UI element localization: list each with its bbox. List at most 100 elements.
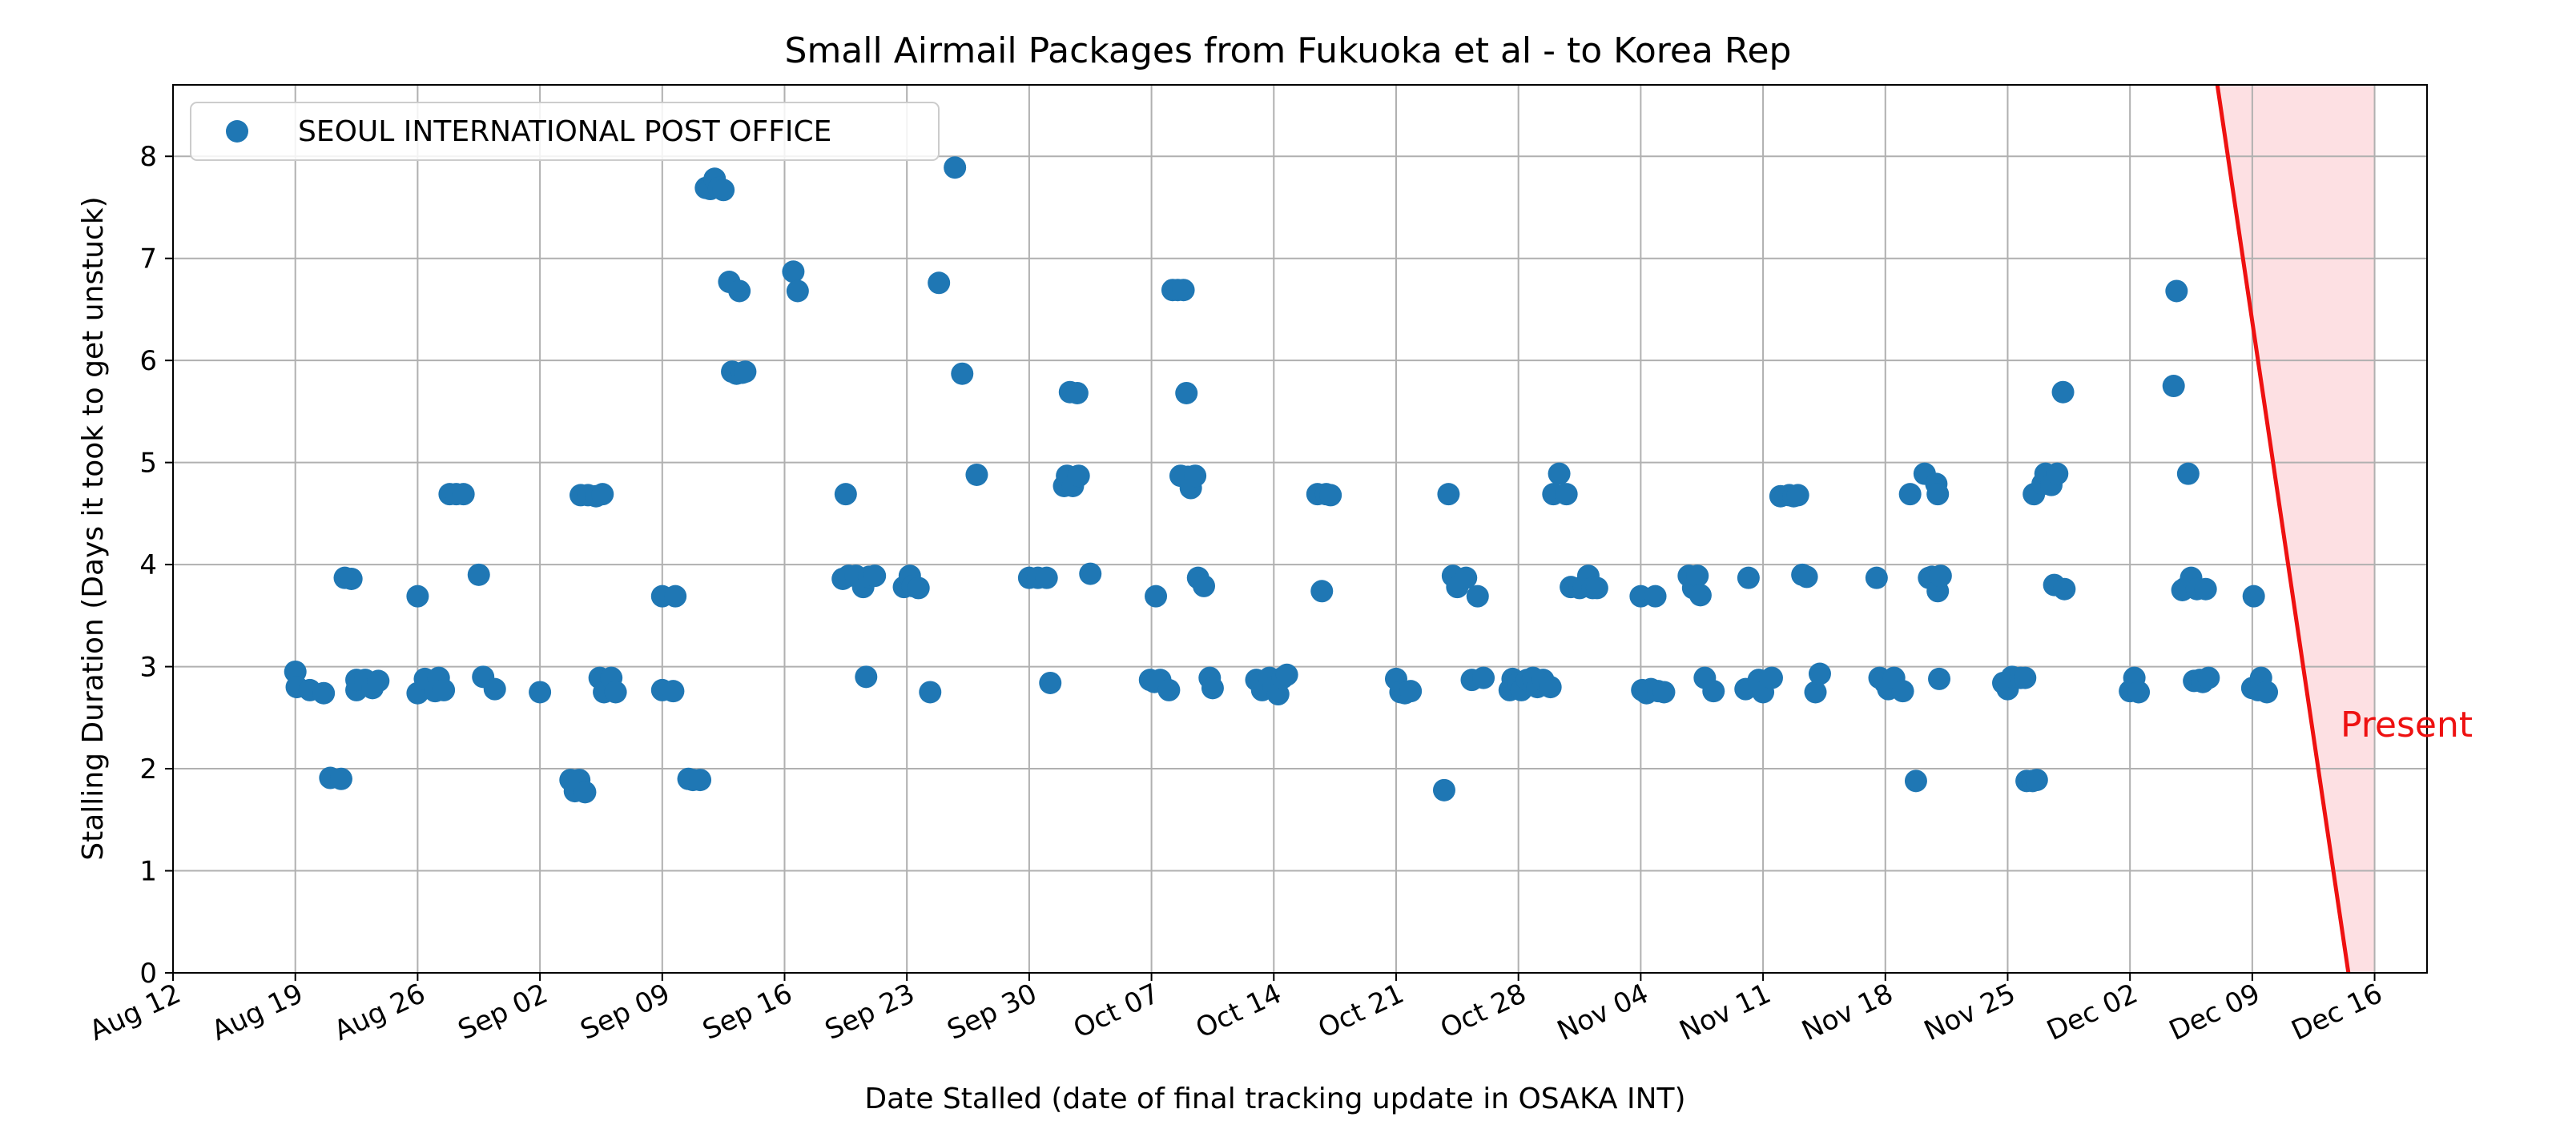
data-point bbox=[1548, 462, 1571, 485]
data-point bbox=[662, 680, 685, 703]
data-point bbox=[604, 681, 627, 704]
data-point bbox=[2165, 279, 2188, 303]
data-point bbox=[340, 567, 363, 590]
data-point bbox=[2194, 577, 2217, 601]
data-point bbox=[728, 279, 751, 303]
data-point bbox=[782, 260, 805, 283]
present-region bbox=[2217, 85, 2375, 973]
data-point bbox=[1310, 580, 1334, 603]
data-point bbox=[2256, 681, 2279, 704]
data-point bbox=[1904, 769, 1927, 793]
data-point bbox=[1702, 680, 1725, 703]
data-point bbox=[591, 483, 614, 506]
data-point bbox=[2053, 577, 2076, 601]
y-tick-label: 0 bbox=[139, 958, 157, 990]
data-point bbox=[1644, 585, 1667, 608]
data-point bbox=[1193, 574, 1216, 597]
y-tick-label: 3 bbox=[139, 652, 157, 684]
data-point bbox=[1795, 565, 1818, 589]
data-point bbox=[1466, 585, 1489, 608]
data-point bbox=[529, 681, 552, 704]
data-point bbox=[919, 681, 942, 704]
y-tick-label: 4 bbox=[139, 549, 157, 581]
data-point bbox=[1786, 484, 1809, 507]
data-point bbox=[312, 681, 336, 705]
data-point bbox=[863, 564, 887, 588]
data-point bbox=[2127, 681, 2151, 704]
y-axis-ticks: 0 1 2 3 4 5 6 7 8 bbox=[139, 141, 173, 990]
data-point bbox=[2242, 585, 2265, 608]
data-point bbox=[1891, 680, 1914, 703]
data-point bbox=[2014, 666, 2037, 689]
plot-frame bbox=[172, 84, 2428, 974]
data-point bbox=[1175, 381, 1198, 404]
legend-entry-label: SEOUL INTERNATIONAL POST OFFICE bbox=[298, 115, 831, 148]
data-point bbox=[2176, 462, 2200, 485]
data-point bbox=[786, 279, 809, 303]
data-point bbox=[1929, 564, 1952, 588]
data-point bbox=[1865, 566, 1888, 589]
data-point bbox=[574, 781, 597, 804]
data-point bbox=[2051, 380, 2075, 404]
data-point bbox=[1319, 484, 1342, 507]
data-point bbox=[1184, 464, 1207, 488]
data-point bbox=[944, 156, 967, 179]
data-point bbox=[1539, 676, 1562, 699]
y-tick-label: 1 bbox=[139, 856, 157, 888]
data-point bbox=[834, 483, 857, 506]
data-point bbox=[855, 665, 878, 689]
legend-marker bbox=[226, 120, 248, 143]
data-point bbox=[1737, 566, 1760, 589]
data-point bbox=[1145, 585, 1168, 608]
data-point bbox=[1926, 483, 1950, 506]
data-point bbox=[1760, 666, 1783, 689]
data-point bbox=[467, 563, 490, 586]
y-tick-label: 8 bbox=[139, 141, 157, 173]
data-point bbox=[406, 585, 429, 608]
data-point bbox=[367, 669, 390, 693]
data-point bbox=[1472, 666, 1495, 689]
data-point bbox=[329, 767, 352, 790]
y-tick-label: 5 bbox=[139, 448, 157, 480]
data-point bbox=[1652, 681, 1676, 704]
data-point bbox=[1928, 667, 1951, 690]
data-point bbox=[1039, 671, 1062, 694]
data-point bbox=[1455, 566, 1478, 589]
data-point bbox=[712, 179, 735, 202]
data-point bbox=[1585, 577, 1608, 600]
data-point bbox=[907, 577, 930, 600]
data-points-layer bbox=[284, 156, 2279, 804]
data-point bbox=[1067, 464, 1090, 488]
y-axis-label: Stalling Duration (Days it took to get u… bbox=[77, 196, 110, 860]
data-point bbox=[1432, 778, 1455, 802]
y-tick-label: 6 bbox=[139, 345, 157, 377]
data-point bbox=[2197, 666, 2220, 689]
data-point bbox=[1898, 483, 1922, 506]
data-point bbox=[1157, 678, 1181, 701]
data-point bbox=[2046, 462, 2069, 485]
data-point bbox=[1399, 680, 1423, 703]
data-point bbox=[1437, 483, 1460, 506]
present-line bbox=[2215, 84, 2351, 974]
chart-title: Small Airmail Packages from Fukuoka et a… bbox=[785, 30, 1792, 71]
data-point bbox=[1065, 381, 1089, 404]
data-point bbox=[1555, 483, 1578, 506]
x-axis-label: Date Stalled (date of final tracking upd… bbox=[864, 1083, 1685, 1115]
data-point bbox=[1079, 562, 1102, 585]
present-region-layer bbox=[2217, 85, 2375, 973]
data-point bbox=[1688, 584, 1712, 607]
data-point bbox=[1808, 662, 1831, 685]
legend-box bbox=[190, 102, 940, 161]
data-point bbox=[1201, 677, 1224, 700]
y-tick-label: 2 bbox=[139, 753, 157, 785]
data-point bbox=[734, 360, 757, 384]
data-point bbox=[452, 483, 475, 506]
data-point bbox=[1172, 279, 1195, 302]
present-label: Present bbox=[2341, 705, 2473, 745]
present-line-layer bbox=[2215, 84, 2351, 974]
data-point bbox=[1275, 663, 1298, 686]
legend: SEOUL INTERNATIONAL POST OFFICE bbox=[190, 102, 940, 161]
data-point bbox=[664, 585, 687, 608]
